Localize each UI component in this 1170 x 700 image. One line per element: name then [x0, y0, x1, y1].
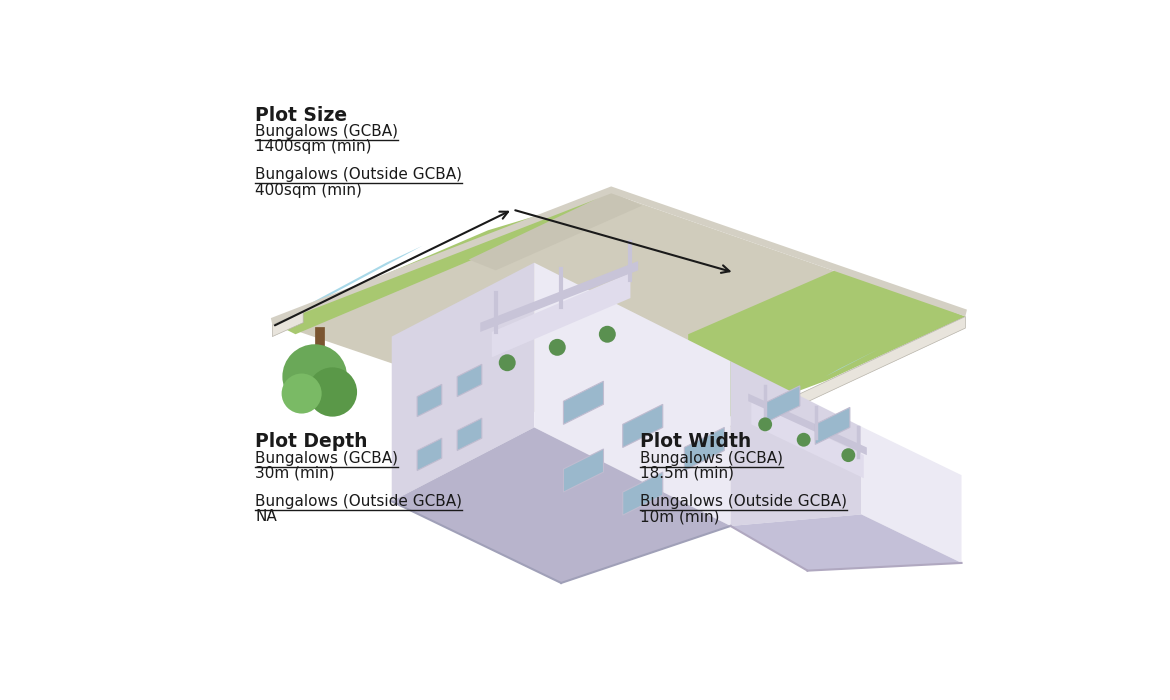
- Polygon shape: [564, 449, 604, 492]
- Circle shape: [758, 417, 772, 431]
- Text: Bungalows (Outside GCBA): Bungalows (Outside GCBA): [255, 167, 462, 182]
- Polygon shape: [469, 192, 642, 270]
- Polygon shape: [825, 341, 895, 377]
- Polygon shape: [730, 514, 962, 570]
- Text: 400sqm (min): 400sqm (min): [255, 183, 363, 197]
- Circle shape: [841, 448, 855, 462]
- Circle shape: [282, 374, 322, 414]
- Polygon shape: [392, 428, 730, 583]
- Polygon shape: [273, 311, 303, 337]
- Text: Bungalows (Outside GCBA): Bungalows (Outside GCBA): [255, 494, 462, 509]
- Polygon shape: [688, 267, 965, 432]
- Polygon shape: [273, 193, 611, 335]
- Polygon shape: [688, 316, 965, 458]
- Polygon shape: [684, 428, 724, 470]
- Polygon shape: [418, 384, 442, 416]
- Polygon shape: [418, 438, 442, 470]
- Circle shape: [549, 339, 566, 356]
- Text: 30m (min): 30m (min): [255, 466, 335, 481]
- Text: Bungalows (GCBA): Bungalows (GCBA): [255, 451, 399, 466]
- Polygon shape: [622, 405, 662, 447]
- Text: 18.5m (min): 18.5m (min): [640, 466, 735, 481]
- Polygon shape: [751, 401, 863, 478]
- Text: NA: NA: [255, 509, 277, 524]
- Polygon shape: [392, 262, 535, 501]
- Polygon shape: [564, 382, 604, 424]
- Polygon shape: [861, 427, 962, 563]
- Circle shape: [308, 368, 357, 416]
- Polygon shape: [535, 262, 730, 526]
- Circle shape: [797, 433, 811, 447]
- Polygon shape: [457, 364, 482, 397]
- Polygon shape: [749, 393, 867, 455]
- Circle shape: [498, 354, 516, 371]
- Polygon shape: [491, 272, 631, 357]
- Circle shape: [282, 344, 347, 409]
- Text: Bungalows (GCBA): Bungalows (GCBA): [255, 124, 399, 139]
- Text: Bungalows (GCBA): Bungalows (GCBA): [640, 451, 784, 466]
- Text: Bungalows (Outside GCBA): Bungalows (Outside GCBA): [640, 494, 847, 509]
- Polygon shape: [765, 386, 800, 423]
- Polygon shape: [270, 186, 966, 325]
- Text: 1400sqm (min): 1400sqm (min): [255, 139, 372, 155]
- Text: Plot Width: Plot Width: [640, 432, 751, 451]
- Polygon shape: [480, 261, 638, 332]
- Polygon shape: [815, 407, 849, 444]
- Text: Plot Size: Plot Size: [255, 106, 347, 125]
- Circle shape: [599, 326, 615, 343]
- Text: 10m (min): 10m (min): [640, 509, 720, 524]
- Polygon shape: [278, 246, 422, 321]
- Polygon shape: [622, 472, 662, 515]
- Polygon shape: [457, 418, 482, 451]
- Polygon shape: [273, 193, 965, 446]
- Polygon shape: [730, 361, 861, 526]
- Text: Plot Depth: Plot Depth: [255, 432, 367, 451]
